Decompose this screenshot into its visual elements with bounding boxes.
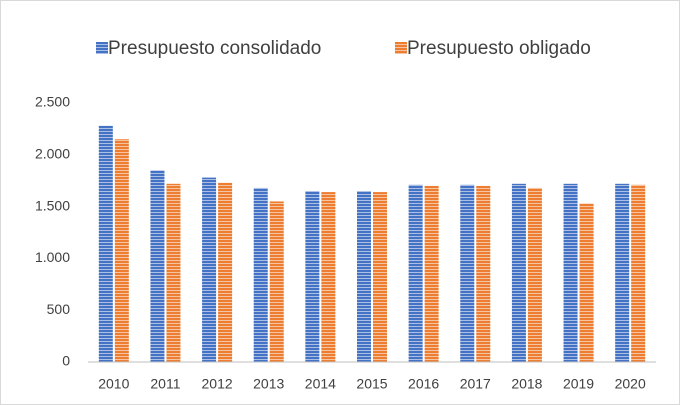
bar xyxy=(166,183,181,362)
x-tick-label: 2016 xyxy=(408,376,439,392)
bar xyxy=(527,187,542,362)
bar xyxy=(408,184,423,362)
bar xyxy=(114,139,129,362)
bar xyxy=(218,182,233,362)
y-tick-label: 500 xyxy=(47,301,71,317)
bar xyxy=(373,192,387,362)
legend-label: Presupuesto obligado xyxy=(407,38,591,59)
bar xyxy=(476,185,491,362)
legend-label: Presupuesto consolidado xyxy=(108,38,321,59)
x-tick-label: 2012 xyxy=(202,376,233,392)
x-tick-label: 2017 xyxy=(460,376,491,392)
bar xyxy=(150,170,165,362)
bar xyxy=(98,125,113,363)
bar xyxy=(321,192,336,362)
bar xyxy=(202,177,217,362)
bar xyxy=(424,185,439,362)
y-tick-label: 2.500 xyxy=(35,94,70,110)
legend-swatch xyxy=(395,42,407,54)
y-tick-label: 1.500 xyxy=(35,197,70,213)
bar xyxy=(357,191,371,362)
y-tick-label: 1.000 xyxy=(35,249,70,265)
x-tick-label: 2018 xyxy=(511,376,542,392)
bar xyxy=(631,184,646,362)
x-tick-label: 2019 xyxy=(563,376,594,392)
bar xyxy=(563,183,578,362)
x-tick-label: 2010 xyxy=(98,376,129,392)
x-tick-label: 2014 xyxy=(305,376,336,392)
bar xyxy=(253,187,268,362)
legend-swatch xyxy=(96,42,108,54)
bar xyxy=(615,183,630,362)
bar xyxy=(305,191,320,362)
y-tick-label: 0 xyxy=(62,353,70,369)
x-tick-label: 2015 xyxy=(356,376,387,392)
bar xyxy=(269,201,284,362)
bar xyxy=(579,203,594,362)
bar xyxy=(460,184,475,362)
y-tick-label: 2.000 xyxy=(35,146,70,162)
x-tick-label: 2013 xyxy=(253,376,284,392)
x-tick-label: 2011 xyxy=(150,376,180,392)
bar xyxy=(511,183,526,362)
x-tick-label: 2020 xyxy=(615,376,646,392)
